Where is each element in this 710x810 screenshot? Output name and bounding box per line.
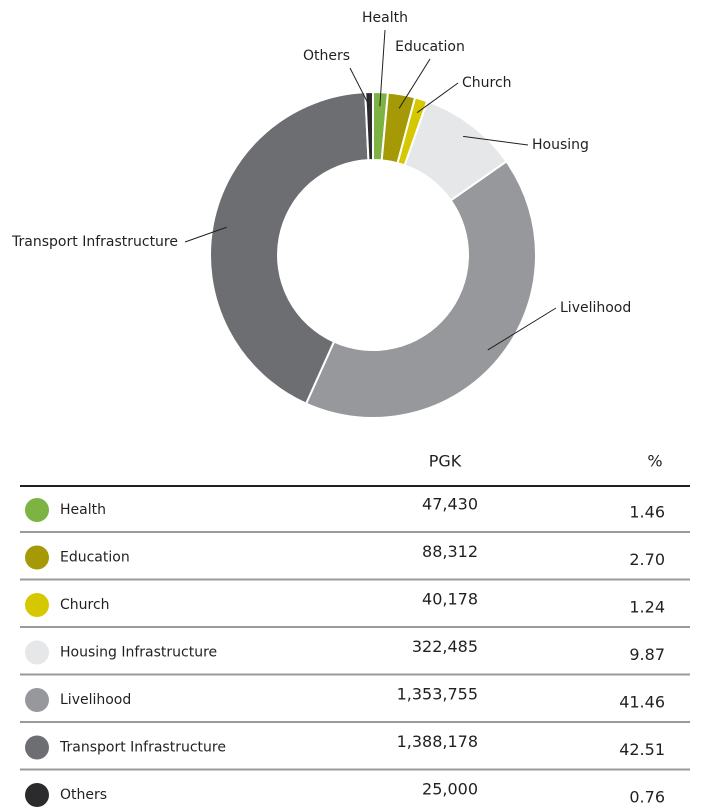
legend-marker (25, 640, 49, 665)
slice-label: Housing (532, 137, 589, 153)
pgk-cell: 47,430 (422, 495, 478, 514)
leader-line (487, 307, 557, 351)
slice-label: Church (462, 75, 512, 91)
percent-cell: 2.70 (629, 550, 665, 569)
legend-marker (25, 783, 49, 807)
donut-slice (364, 90, 374, 162)
row-label: Health (60, 502, 106, 518)
leader-line (379, 29, 386, 107)
slice-label: Others (303, 48, 350, 64)
leader-line (184, 226, 227, 243)
pgk-cell: 40,178 (422, 590, 478, 609)
slice-label: Livelihood (560, 300, 631, 316)
row-label: Others (60, 787, 107, 803)
pgk-cell: 1,353,755 (397, 685, 478, 704)
percent-cell: 1.46 (629, 503, 665, 522)
donut-slice (209, 91, 370, 405)
column-header: % (647, 452, 662, 471)
leader-line (416, 82, 459, 114)
legend-marker (25, 735, 49, 760)
leader-line (349, 67, 370, 107)
legend-marker (25, 545, 49, 570)
slice-label: Health (362, 10, 408, 26)
legend-marker (25, 688, 49, 712)
row-label: Livelihood (60, 692, 131, 708)
row-label: Church (60, 597, 110, 613)
pgk-cell: 88,312 (422, 542, 478, 561)
legend-marker (25, 498, 49, 522)
percent-cell: 42.51 (619, 740, 665, 759)
donut-slice (304, 160, 537, 419)
percent-cell: 41.46 (619, 693, 665, 712)
percent-cell: 9.87 (629, 645, 665, 664)
pgk-cell: 1,388,178 (397, 732, 478, 751)
column-header: PGK (429, 452, 462, 471)
leader-line (398, 58, 431, 109)
slice-label: Education (395, 39, 465, 55)
row-label: Housing Infrastructure (60, 645, 217, 661)
legend-marker (25, 593, 49, 617)
percent-cell: 0.76 (629, 788, 665, 807)
leader-line (463, 135, 529, 146)
row-label: Education (60, 550, 130, 566)
pgk-cell: 25,000 (422, 780, 478, 799)
pgk-cell: 322,485 (412, 637, 478, 656)
percent-cell: 1.24 (629, 598, 665, 617)
row-label: Transport Infrastructure (59, 740, 226, 756)
slice-label: Transport Infrastructure (11, 234, 178, 250)
